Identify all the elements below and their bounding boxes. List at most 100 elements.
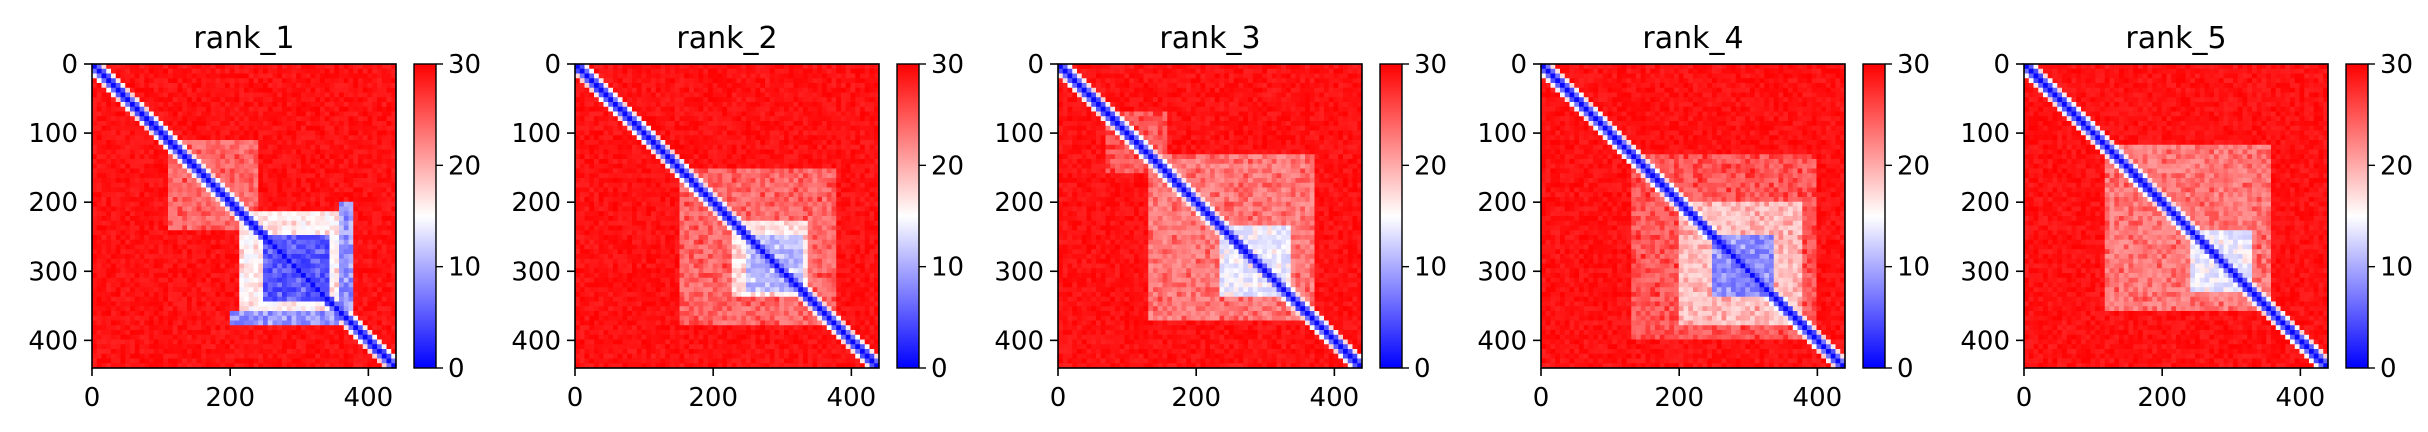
heatmap-cell [291, 64, 297, 70]
heatmap-cell [92, 192, 98, 198]
heatmap-cell [101, 182, 107, 188]
heatmap-cell [353, 277, 359, 283]
heatmap-cell [111, 64, 117, 70]
heatmap-cell [177, 277, 183, 283]
heatmap-cell [703, 111, 709, 117]
heatmap-cell [339, 311, 345, 317]
heatmap-cell [115, 163, 121, 169]
heatmap-cell [277, 154, 283, 160]
heatmap-cell [134, 239, 140, 245]
heatmap-cell [803, 83, 809, 89]
heatmap-cell [144, 92, 150, 98]
heatmap-cell [263, 121, 269, 127]
heatmap-cell [111, 83, 117, 89]
heatmap-cell [248, 311, 254, 317]
heatmap-cell [134, 344, 140, 350]
heatmap-cell [343, 206, 349, 212]
heatmap-cell [301, 349, 307, 355]
heatmap-cell [244, 168, 250, 174]
heatmap-cell [301, 239, 307, 245]
heatmap-cell [286, 87, 292, 93]
heatmap-cell [348, 68, 354, 74]
heatmap-cell [239, 206, 245, 212]
heatmap-cell [296, 216, 302, 222]
heatmap-cell [158, 116, 164, 122]
heatmap-cell [158, 320, 164, 326]
heatmap-cell [617, 92, 623, 98]
heatmap-cell [144, 83, 150, 89]
heatmap-cell [320, 287, 326, 293]
heatmap-cell [765, 106, 771, 112]
heatmap-cell [831, 87, 837, 93]
heatmap-cell [362, 330, 368, 336]
heatmap-cell [267, 292, 273, 298]
heatmap-cell [210, 311, 216, 317]
heatmap-cell [168, 197, 174, 203]
heatmap-cell [343, 254, 349, 260]
heatmap-cell [206, 125, 212, 131]
heatmap-cell [301, 268, 307, 274]
heatmap-cell [774, 78, 780, 84]
heatmap-cell [177, 325, 183, 331]
heatmap-cell [282, 273, 288, 279]
heatmap-cell [149, 292, 155, 298]
heatmap-cell [215, 363, 221, 369]
heatmap-cell [381, 244, 387, 250]
heatmap-cell [210, 344, 216, 350]
heatmap-cell [793, 97, 799, 103]
heatmap-cell [774, 102, 780, 108]
heatmap-cell [139, 273, 145, 279]
heatmap-cell [874, 97, 880, 103]
heatmap-cell [822, 121, 828, 127]
heatmap-cell [106, 363, 112, 369]
heatmap-cell [101, 121, 107, 127]
heatmap-cell [139, 140, 145, 146]
heatmap-cell [120, 216, 126, 222]
heatmap-cell [153, 73, 159, 79]
heatmap-cell [277, 135, 283, 141]
heatmap-cell [750, 78, 756, 84]
heatmap-cell [286, 334, 292, 340]
heatmap-cell [665, 111, 671, 117]
heatmap-cell [386, 111, 392, 117]
heatmap-cell [210, 320, 216, 326]
heatmap-cell [267, 263, 273, 269]
heatmap-cell [92, 73, 98, 79]
heatmap-cell [362, 273, 368, 279]
heatmap-cell [111, 116, 117, 122]
heatmap-cell [589, 121, 595, 127]
heatmap-cell [153, 230, 159, 236]
heatmap-cell [362, 282, 368, 288]
heatmap-cell [263, 301, 269, 307]
heatmap-cell [172, 301, 178, 307]
heatmap-cell [263, 140, 269, 146]
heatmap-cell [391, 344, 397, 350]
heatmap-cell [210, 244, 216, 250]
heatmap-cell [115, 116, 121, 122]
heatmap-cell [206, 168, 212, 174]
heatmap-cell [367, 263, 373, 269]
heatmap-cell [636, 73, 642, 79]
heatmap-cell [125, 192, 131, 198]
heatmap-cell [343, 192, 349, 198]
heatmap-cell [229, 106, 235, 112]
heatmap-cell [239, 263, 245, 269]
heatmap-cell [267, 135, 273, 141]
heatmap-cell [225, 211, 231, 217]
heatmap-cell [139, 121, 145, 127]
heatmap-cell [267, 277, 273, 283]
heatmap-cell [263, 334, 269, 340]
heatmap-cell [362, 102, 368, 108]
heatmap-cell [310, 296, 316, 302]
heatmap-cell [172, 296, 178, 302]
heatmap-cell [386, 344, 392, 350]
heatmap-cell [215, 263, 221, 269]
heatmap-cell [163, 168, 169, 174]
heatmap-cell [575, 64, 581, 70]
heatmap-cell [253, 363, 259, 369]
heatmap-cell [367, 182, 373, 188]
heatmap-cell [139, 220, 145, 226]
heatmap-cell [324, 277, 330, 283]
heatmap-cell [263, 287, 269, 293]
heatmap-cell [267, 111, 273, 117]
